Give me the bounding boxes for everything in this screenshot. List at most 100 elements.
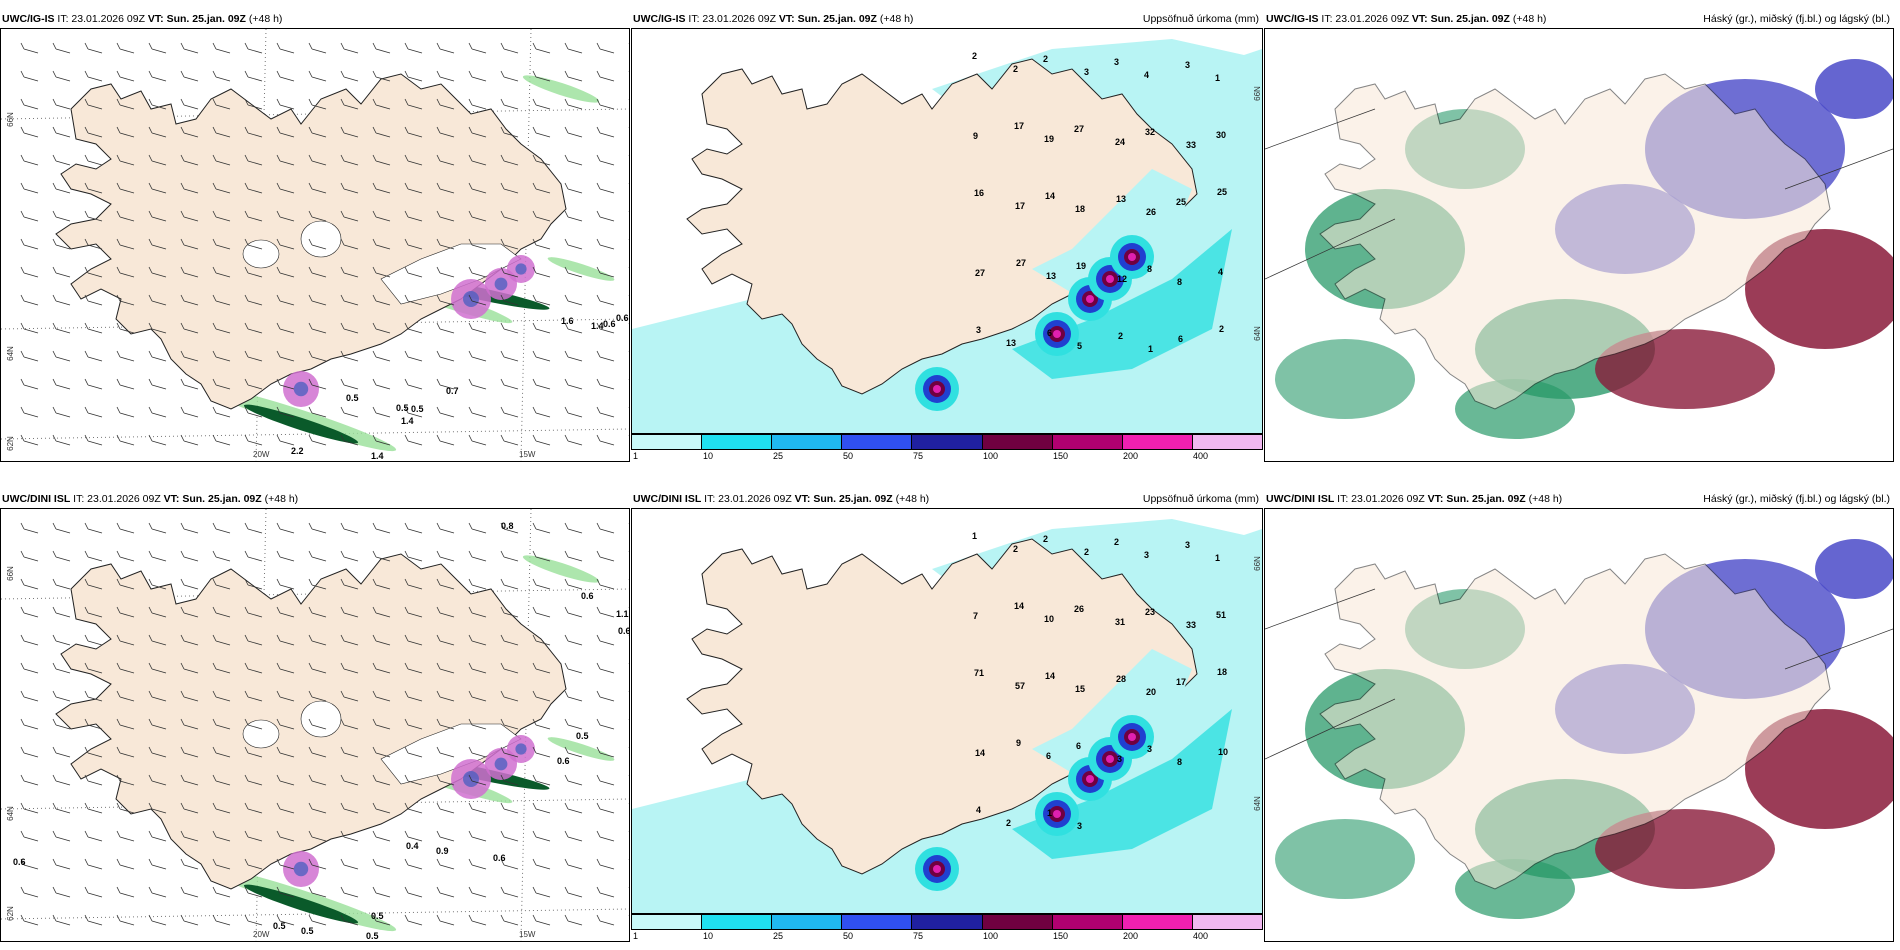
lat-label-64n: 64N bbox=[5, 346, 15, 361]
wind-barb bbox=[276, 434, 295, 446]
wind-barb bbox=[564, 914, 583, 926]
precip-value: 7 bbox=[973, 611, 978, 621]
wind-map[interactable]: 0.8 0.6 1.1 0.6 0.5 0.6 0.6 0.4 0.9 0.5 0.5 0.6 0.5 0… bbox=[0, 508, 630, 942]
init-time: IT: 23.01.2026 09Z bbox=[70, 493, 164, 505]
land-iceland bbox=[686, 58, 1198, 395]
valid-time: Sun. 25.jan. 09Z bbox=[163, 13, 246, 25]
precip-value: 4 bbox=[1144, 70, 1149, 80]
precip-map[interactable]: 2 2 2 3 3 4 3 1 9 17 19 27 24 32 33 30 16 17 14 18 13 26 25 25 2… bbox=[631, 28, 1263, 434]
wind-barb bbox=[20, 886, 39, 898]
cloud-cover-area bbox=[1275, 819, 1415, 899]
wind-barb bbox=[500, 70, 519, 82]
wind-barb bbox=[276, 126, 295, 138]
wind-barb bbox=[84, 70, 103, 82]
precip-value: 12 bbox=[1117, 274, 1127, 284]
wind-barb bbox=[308, 350, 327, 362]
wind-barb bbox=[84, 42, 103, 54]
precip-value: 8 bbox=[1177, 757, 1182, 767]
lat-label-66n: 66N bbox=[1252, 556, 1262, 571]
lon-label-20w: 20W bbox=[253, 930, 270, 939]
wind-barb bbox=[308, 522, 327, 534]
wind-barb bbox=[276, 830, 295, 842]
wind-barb bbox=[596, 322, 615, 334]
wind-barb bbox=[468, 98, 487, 110]
gust-value: 0.5 bbox=[371, 911, 384, 921]
wind-barb bbox=[276, 42, 295, 54]
precip-value: 6 bbox=[1076, 741, 1081, 751]
wind-barb bbox=[532, 210, 551, 222]
wind-barb bbox=[564, 322, 583, 334]
wind-barb bbox=[84, 858, 103, 870]
cloud-map[interactable] bbox=[1264, 28, 1894, 462]
wind-barb bbox=[212, 578, 231, 590]
wind-barb bbox=[180, 434, 199, 446]
wind-barb bbox=[372, 406, 391, 418]
wind-barb bbox=[340, 802, 359, 814]
wind-barb bbox=[532, 42, 551, 54]
wind-barb bbox=[244, 210, 263, 222]
precip-value: 25 bbox=[1176, 197, 1186, 207]
precip-value: 23 bbox=[1145, 607, 1155, 617]
wind-barb bbox=[52, 914, 71, 926]
wind-barb bbox=[596, 350, 615, 362]
wind-barb bbox=[500, 210, 519, 222]
wind-barb bbox=[564, 294, 583, 306]
wind-barb bbox=[340, 322, 359, 334]
wind-barb bbox=[500, 350, 519, 362]
wind-barb bbox=[52, 718, 71, 730]
wind-barb bbox=[340, 182, 359, 194]
wind-barb bbox=[244, 378, 263, 390]
wind-barb bbox=[468, 578, 487, 590]
precip-value: 2 bbox=[1006, 818, 1011, 828]
wind-barb bbox=[20, 294, 39, 306]
wind-barb bbox=[84, 690, 103, 702]
land-iceland bbox=[1319, 73, 1831, 410]
lat-label-62n: 62N bbox=[5, 436, 15, 451]
wind-barb bbox=[372, 294, 391, 306]
wind-barb bbox=[468, 858, 487, 870]
legend-label: 1 bbox=[633, 451, 639, 461]
wind-barb bbox=[500, 830, 519, 842]
wind-barb bbox=[308, 746, 327, 758]
wind-barb bbox=[436, 210, 455, 222]
valid-time: Sun. 25.jan. 09Z bbox=[794, 13, 877, 25]
wind-barb bbox=[244, 522, 263, 534]
wind-map[interactable]: 0.5 0.5 0.5 0.7 0.6 1.4 1.4 2.2 1.4 0.6 1.6 20W 15… bbox=[0, 28, 630, 462]
wind-barb bbox=[212, 42, 231, 54]
wind-barb bbox=[500, 238, 519, 250]
wind-barb bbox=[468, 322, 487, 334]
wind-barb bbox=[84, 606, 103, 618]
wind-barb bbox=[212, 886, 231, 898]
precip-map[interactable]: 1 2 2 2 2 3 3 1 7 14 10 26 31 23 33 51 71 57 14 15 28 20 17 18 1… bbox=[631, 508, 1263, 914]
wind-barb bbox=[84, 406, 103, 418]
wind-barb bbox=[148, 662, 167, 674]
wind-barb bbox=[532, 746, 551, 758]
precip-value: 8 bbox=[1177, 277, 1182, 287]
gust-value: 0.6 bbox=[616, 313, 629, 323]
wind-barb bbox=[212, 606, 231, 618]
cloud-map[interactable] bbox=[1264, 508, 1894, 942]
lon-label-15w: 15W bbox=[519, 930, 536, 939]
wind-barb bbox=[564, 774, 583, 786]
wind-barb bbox=[436, 914, 455, 926]
wind-barb bbox=[244, 718, 263, 730]
precip-value: 2 bbox=[1043, 54, 1048, 64]
wind-barb bbox=[340, 858, 359, 870]
wind-barb bbox=[212, 434, 231, 446]
wind-barb bbox=[244, 350, 263, 362]
wind-barb bbox=[436, 830, 455, 842]
wind-barb bbox=[148, 266, 167, 278]
wind-barb bbox=[84, 746, 103, 758]
wind-barb bbox=[180, 154, 199, 166]
wind-barb bbox=[276, 378, 295, 390]
wind-barb bbox=[468, 718, 487, 730]
wind-barb bbox=[468, 774, 487, 786]
precip-value: 33 bbox=[1186, 140, 1196, 150]
wind-barb bbox=[596, 70, 615, 82]
wind-gust-area bbox=[522, 75, 600, 103]
wind-barb bbox=[340, 42, 359, 54]
wind-barb bbox=[340, 70, 359, 82]
wind-barb bbox=[20, 522, 39, 534]
wind-barb bbox=[20, 858, 39, 870]
panel-header: UWC/IG-IS IT: 23.01.2026 09Z VT: Sun. 25… bbox=[631, 10, 1263, 28]
